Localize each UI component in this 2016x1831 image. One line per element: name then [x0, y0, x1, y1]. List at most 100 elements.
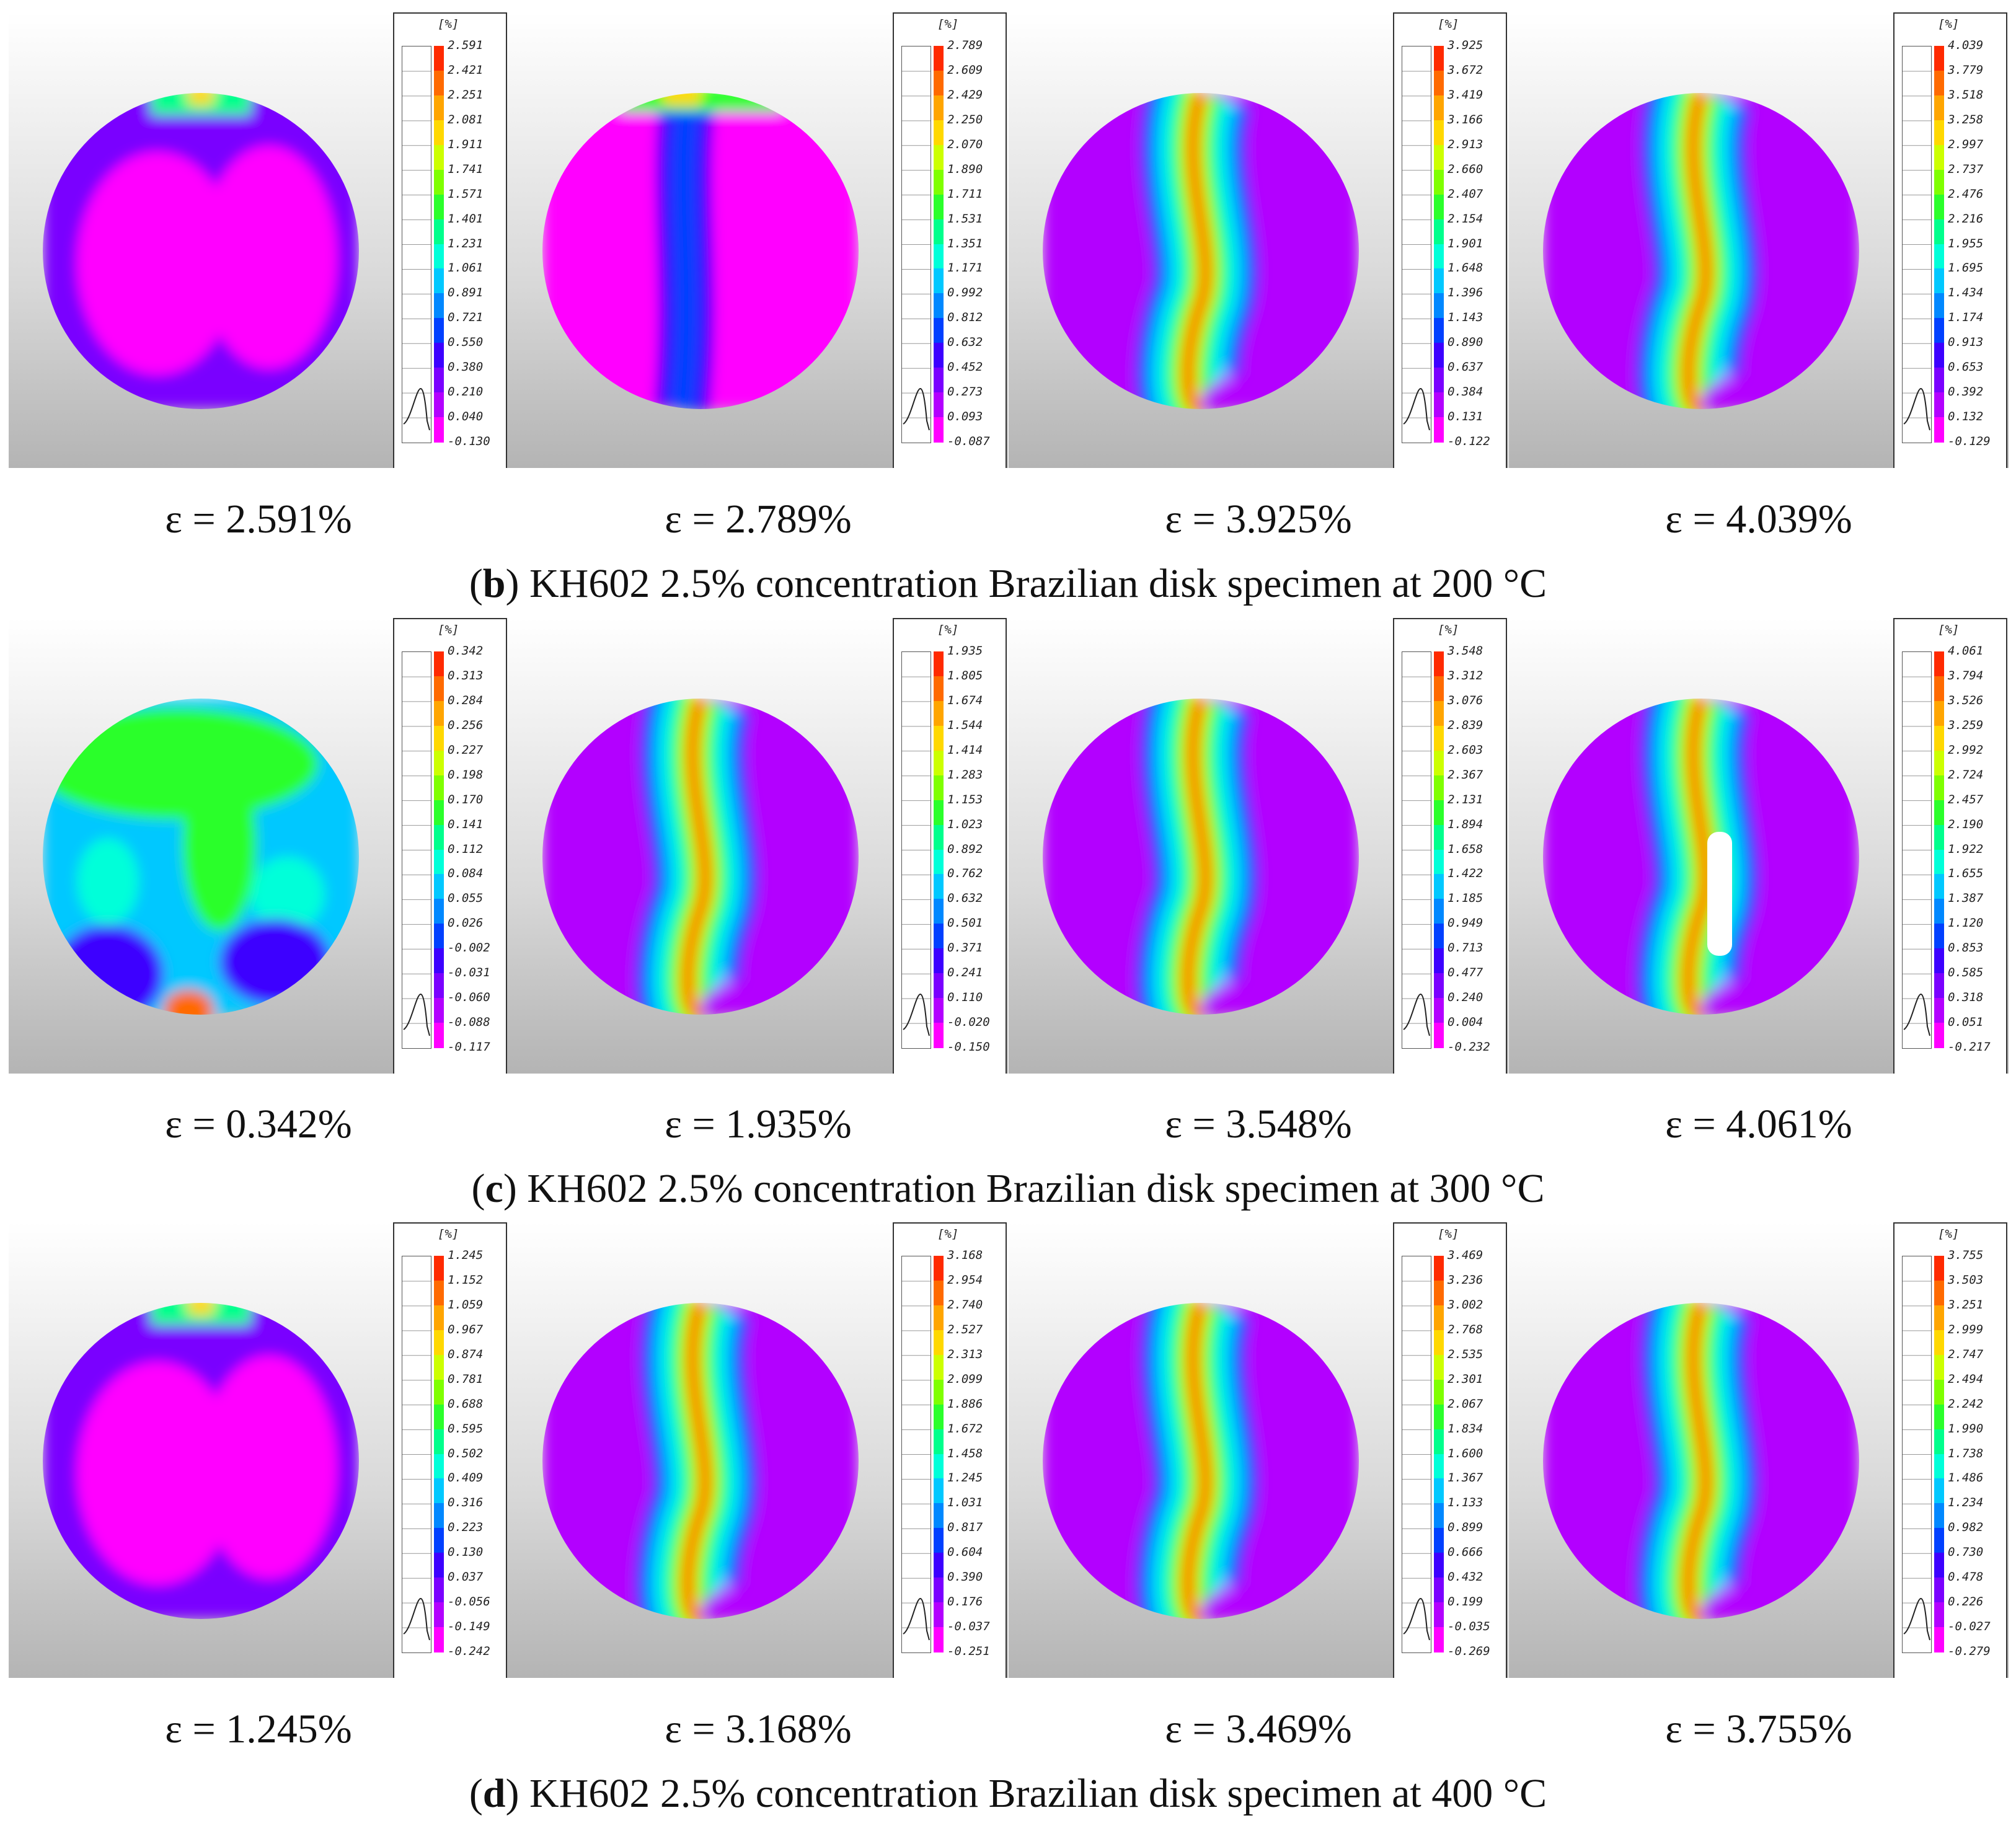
legend-tick-label: 1.741	[448, 162, 484, 176]
legend-tick-label: 1.738	[1948, 1446, 1984, 1460]
legend-tick-label: 0.817	[947, 1520, 983, 1535]
legend-color-segment	[434, 1553, 444, 1578]
legend-color-segment	[934, 1256, 944, 1281]
legend-tick-label: 2.999	[1948, 1322, 1984, 1336]
legend-tick-label: 0.992	[947, 286, 983, 300]
legend-color-segment	[1434, 1404, 1444, 1430]
legend-color-segment	[1434, 1602, 1444, 1628]
legend-color-segment	[434, 824, 444, 850]
legend-tick-label: 0.632	[947, 891, 983, 906]
legend-color-segment	[1934, 899, 1944, 924]
legend-color-segment	[1434, 973, 1444, 999]
legend-tick-label: 0.026	[448, 916, 484, 930]
legend-tick-label: 0.040	[448, 410, 484, 424]
legend-tick-label: 2.154	[1448, 211, 1483, 226]
strain-contour	[542, 1303, 859, 1619]
legend-tick-label: 0.256	[448, 718, 484, 732]
legend-color-segment	[1934, 169, 1944, 195]
legend-tick-label: 2.250	[947, 112, 983, 126]
legend-tick-label: 0.891	[448, 286, 484, 300]
legend-tick-label: 0.380	[448, 360, 484, 374]
legend-color-segment	[1434, 368, 1444, 393]
legend-tick-label: 2.407	[1448, 187, 1483, 201]
legend-tick-label: -0.129	[1948, 435, 1991, 448]
legend-color-segment	[1934, 244, 1944, 269]
legend-tick-label: 2.997	[1948, 137, 1984, 151]
color-legend: [%] 4.039 3.779 3.518 3.258 2.997 2.737 2.476 2.…	[1893, 12, 2007, 468]
legend-tick-label: 3.755	[1948, 1248, 1984, 1262]
legend-color-segment	[434, 849, 444, 875]
legend-color-segment	[1434, 293, 1444, 319]
legend-color-segment	[1434, 268, 1444, 294]
strain-label: ε = 1.935%	[665, 1101, 852, 1147]
legend-tick-label: 3.526	[1948, 693, 1984, 707]
legend-color-segment	[434, 368, 444, 393]
dic-panel: [%] 0.342 0.313 0.284 0.256 0.227 0.198 0.170 0.…	[9, 618, 508, 1074]
legend-color-segment	[434, 1404, 444, 1430]
legend-color-segment	[934, 392, 944, 418]
legend-tick-label: 1.834	[1448, 1421, 1483, 1436]
strain-contour	[542, 699, 859, 1015]
legend-tick-label: 2.242	[1948, 1396, 1984, 1411]
legend-color-segment	[434, 1577, 444, 1603]
legend-tick-label: 0.273	[947, 385, 983, 399]
legend-tick-label: 1.674	[947, 693, 983, 707]
legend-color-segment	[1434, 824, 1444, 850]
legend-color-segment	[434, 1379, 444, 1405]
legend-color-segment	[934, 676, 944, 702]
legend-tick-label: 3.251	[1948, 1297, 1984, 1312]
caption-paren: (	[471, 1166, 485, 1211]
legend-color-segment	[434, 392, 444, 418]
legend-color-segment	[434, 924, 444, 949]
legend-tick-label: 1.672	[947, 1421, 983, 1436]
legend-color-segment	[934, 70, 944, 96]
caption-text: ) KH602 2.5% concentration Brazilian dis…	[505, 1771, 1547, 1816]
legend-color-segment	[1434, 924, 1444, 949]
legend-color-segment	[934, 849, 944, 875]
legend-color-segment	[1934, 293, 1944, 319]
legend-unit: [%]	[1938, 623, 1960, 637]
legend-color-segment	[1934, 46, 1944, 71]
legend-tick-label: -0.035	[1448, 1620, 1490, 1634]
legend-tick-label: -0.037	[947, 1620, 990, 1634]
strain-contour	[1043, 93, 1359, 409]
legend-color-segment	[434, 194, 444, 220]
legend-color-segment	[934, 1503, 944, 1529]
legend-tick-label: 1.059	[448, 1297, 484, 1312]
legend-tick-label: 0.051	[1948, 1015, 1984, 1030]
legend-tick-label: -0.130	[448, 435, 490, 448]
strain-contour	[43, 93, 359, 409]
legend-color-segment	[1434, 70, 1444, 96]
legend-color-segment	[934, 973, 944, 999]
row-caption: (d) KH602 2.5% concentration Brazilian d…	[0, 1770, 2016, 1817]
legend-color-segment	[434, 700, 444, 726]
legend-tick-label: 2.367	[1448, 767, 1483, 782]
legend-tick-label: -0.088	[448, 1015, 490, 1030]
legend-color-segment	[934, 750, 944, 776]
legend-tick-label: 2.216	[1948, 211, 1984, 226]
legend-tick-label: 1.486	[1948, 1471, 1984, 1485]
caption-letter: d	[482, 1771, 506, 1816]
strain-contour	[1543, 93, 1859, 409]
legend-color-segment	[1434, 1528, 1444, 1553]
legend-unit: [%]	[1938, 1227, 1960, 1241]
legend-tick-label: 2.954	[947, 1273, 983, 1287]
color-legend: [%] 2.591 2.421 2.251 2.081 1.911 1.741 1.571 1.…	[393, 12, 507, 468]
legend-tick-label: 2.099	[947, 1372, 983, 1386]
legend-color-segment	[1434, 392, 1444, 418]
legend-tick-label: 1.531	[947, 211, 983, 226]
strain-label: ε = 1.245%	[165, 1706, 352, 1752]
legend-color-segment	[1934, 144, 1944, 170]
legend-color-segment	[1434, 725, 1444, 751]
strain-label: ε = 0.342%	[165, 1101, 352, 1147]
legend-color-segment	[1434, 899, 1444, 924]
legend-color-segment	[1434, 775, 1444, 801]
legend-unit: [%]	[937, 623, 959, 637]
legend-unit: [%]	[1438, 17, 1459, 31]
legend-color-segment	[1934, 948, 1944, 974]
strain-label: ε = 4.039%	[1665, 496, 1852, 542]
strain-disk	[1543, 93, 1859, 409]
legend-color-segment	[434, 1602, 444, 1628]
legend-unit: [%]	[438, 1227, 459, 1241]
legend-color-segment	[1934, 120, 1944, 146]
